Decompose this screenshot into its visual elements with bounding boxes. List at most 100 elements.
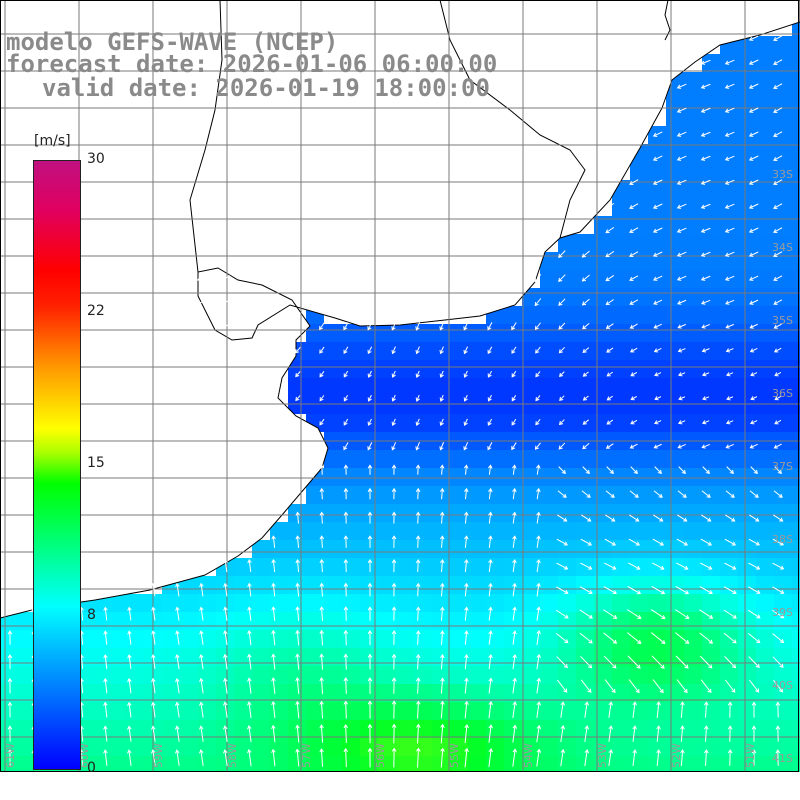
wind-speed-cell — [702, 306, 720, 324]
wind-speed-cell — [630, 486, 648, 504]
latitude-label: 41S — [772, 752, 793, 765]
wind-speed-cell — [630, 306, 648, 324]
wind-speed-cell — [684, 684, 702, 702]
wind-speed-cell — [90, 702, 108, 720]
wind-speed-cell — [774, 396, 792, 414]
wind-arrow — [605, 250, 615, 258]
wind-arrow — [536, 535, 541, 548]
wind-speed-cell — [504, 324, 522, 342]
wind-speed-cell — [252, 648, 270, 666]
wind-speed-cell — [414, 396, 432, 414]
wind-arrow — [151, 630, 156, 645]
wind-arrow — [556, 679, 568, 693]
wind-speed-cell — [738, 468, 756, 486]
wind-speed-cell — [450, 396, 468, 414]
wind-arrow — [606, 395, 613, 401]
wind-speed-cell — [270, 756, 288, 772]
wind-speed-cell — [252, 666, 270, 684]
wind-speed-cell — [738, 414, 756, 432]
wind-speed-cell — [594, 738, 612, 756]
wind-speed-cell — [684, 72, 702, 90]
wind-speed-cell — [558, 648, 576, 666]
wind-speed-cell — [666, 234, 684, 252]
wind-arrow — [271, 558, 276, 573]
wind-arrow — [677, 490, 687, 498]
wind-speed-cell — [666, 90, 684, 108]
wind-speed-cell — [378, 450, 396, 468]
wind-speed-cell — [666, 594, 684, 612]
wind-speed-cell — [774, 720, 792, 738]
wind-arrow — [749, 323, 758, 329]
wind-arrow — [629, 514, 640, 522]
wind-arrow — [367, 653, 373, 670]
wind-speed-cell — [684, 288, 702, 306]
wind-speed-cell — [576, 540, 594, 558]
wind-arrow — [584, 701, 590, 718]
wind-speed-cell — [738, 576, 756, 594]
wind-speed-cell — [486, 612, 504, 630]
wind-arrow — [319, 418, 325, 426]
wind-speed-cell — [648, 360, 666, 378]
wind-speed-cell — [738, 324, 756, 342]
wind-speed-cell — [522, 378, 540, 396]
wind-arrow — [416, 723, 421, 744]
wind-speed-cell — [666, 198, 684, 216]
wind-arrow — [725, 490, 735, 498]
wind-speed-cell — [342, 414, 360, 432]
wind-speed-cell — [630, 648, 648, 666]
wind-arrow — [295, 700, 300, 719]
wind-speed-cell — [414, 756, 432, 772]
wind-speed-cell — [756, 594, 774, 612]
wind-arrow — [367, 464, 373, 475]
wind-speed-cell — [432, 360, 450, 378]
wind-speed-cell — [666, 270, 684, 288]
wind-speed-cell — [360, 684, 378, 702]
wind-speed-cell — [702, 450, 720, 468]
wind-speed-cell — [468, 378, 486, 396]
wind-speed-cell — [324, 504, 342, 522]
wind-arrow — [175, 701, 180, 718]
wind-arrow — [536, 630, 541, 646]
wind-arrow — [557, 490, 567, 498]
wind-arrow — [151, 677, 156, 694]
wind-speed-cell — [126, 756, 144, 772]
wind-arrow — [391, 418, 396, 427]
wind-speed-cell — [504, 630, 522, 648]
wind-arrow — [773, 203, 783, 209]
wind-arrow — [536, 558, 541, 573]
wind-speed-cell — [324, 756, 342, 772]
wind-speed-cell — [414, 612, 432, 630]
wind-speed-cell — [540, 306, 558, 324]
wind-speed-cell — [558, 720, 576, 738]
wind-arrow — [271, 700, 276, 719]
wind-speed-cell — [738, 144, 756, 162]
wind-speed-cell — [468, 576, 486, 594]
wind-speed-cell — [792, 234, 800, 252]
wind-arrow — [488, 724, 494, 743]
wind-speed-cell — [720, 648, 738, 666]
wind-speed-cell — [504, 450, 522, 468]
wind-arrow — [627, 632, 642, 644]
wind-arrow — [558, 419, 565, 426]
wind-arrow — [556, 562, 569, 570]
wind-speed-cell — [450, 522, 468, 540]
wind-speed-cell — [306, 378, 324, 396]
wind-arrow — [676, 275, 687, 281]
wind-arrow — [245, 323, 254, 330]
wind-speed-cell — [306, 522, 324, 540]
wind-speed-cell — [792, 630, 800, 648]
wind-arrow — [536, 653, 541, 670]
wind-speed-cell — [576, 396, 594, 414]
wind-arrow — [463, 487, 469, 500]
wind-speed-cell — [306, 342, 324, 360]
wind-speed-cell — [486, 558, 504, 576]
wind-arrow — [271, 724, 276, 743]
wind-arrow — [343, 487, 349, 500]
wind-speed-cell — [468, 396, 486, 414]
wind-arrow — [175, 630, 180, 645]
wind-arrow — [675, 632, 690, 644]
wind-arrow — [367, 723, 373, 744]
wind-speed-cell — [0, 720, 18, 738]
wind-speed-cell — [162, 720, 180, 738]
